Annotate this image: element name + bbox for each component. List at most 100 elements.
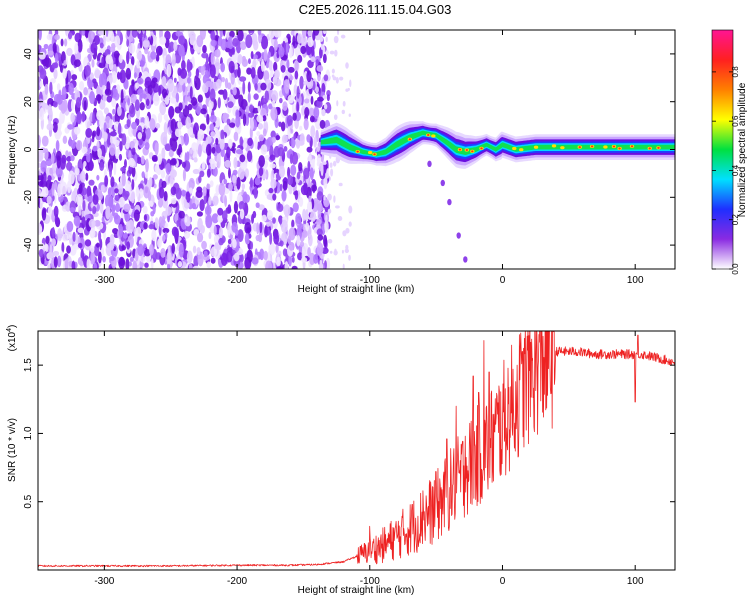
- spectrogram-noise-speck: [140, 155, 145, 165]
- spectrogram-noise-speck: [141, 171, 145, 179]
- spectrogram-noise-speck: [316, 153, 322, 165]
- spectrogram-noise-speck: [54, 52, 59, 64]
- spectrogram-noise-speck: [307, 246, 311, 258]
- spectrogram-noise-speck: [271, 100, 276, 108]
- spectrogram-noise-speck: [224, 195, 228, 207]
- spectrogram-noise-speck: [208, 196, 212, 206]
- spectrogram-noise-speck: [289, 128, 294, 134]
- spectrogram-noise-speck: [232, 37, 239, 47]
- spectrogram-noise-speck: [301, 30, 307, 39]
- spectrogram-noise-speck: [125, 67, 132, 80]
- spectrogram-noise-speck: [316, 65, 324, 72]
- spectrogram-noise-speck: [196, 35, 204, 48]
- colorbar-tick-label: 0.0: [731, 263, 740, 275]
- colorbar-label: Normalized spectral amplitude: [737, 82, 748, 217]
- spectrogram-noise-speck: [206, 168, 211, 178]
- spectrogram-noise-speck: [232, 238, 237, 249]
- spectrogram-noise-speck: [333, 114, 338, 120]
- spectrogram-noise-speck: [104, 175, 109, 187]
- spectrogram-noise-speck: [42, 171, 47, 185]
- spectrogram-noise-speck: [227, 221, 231, 236]
- spectrogram-noise-speck: [296, 140, 300, 148]
- spectrogram-noise-speck: [64, 258, 69, 269]
- spectrogram-noise-speck: [113, 212, 119, 220]
- spectrogram-noise-speck: [285, 41, 289, 55]
- snr-x-ticks: -300 -200 -100 0 100: [94, 331, 644, 587]
- spectrogram-noise-speck: [118, 196, 126, 208]
- spectrogram-noise-speck: [89, 159, 94, 172]
- spectrogram-hotspot-core: [427, 134, 430, 137]
- colorbar-tick-label: 0.4: [731, 164, 740, 176]
- spectrogram-hotspot-core: [630, 145, 634, 148]
- spectrogram-noise-speck: [323, 234, 328, 248]
- spectrogram-noise-speck: [303, 98, 310, 104]
- spectrogram-y-tick-label: 20: [23, 96, 34, 108]
- spectrogram-noise-speck: [229, 30, 235, 38]
- spectrogram-noise-speck: [158, 198, 164, 208]
- spectrogram-noise-speck: [239, 76, 247, 82]
- spectrogram-noise-speck: [158, 85, 162, 96]
- spectrogram-noise-speck: [209, 123, 215, 132]
- spectrogram-noise-speck: [323, 195, 326, 201]
- spectrogram-noise-speck: [88, 30, 94, 44]
- spectrogram-noise-speck: [106, 95, 113, 103]
- spectrogram-noise-speck: [260, 82, 267, 91]
- spectrogram-noise-speck: [274, 69, 280, 79]
- spectrogram-noise-speck: [155, 122, 161, 129]
- spectrogram-noise-speck: [239, 208, 245, 220]
- spectrogram-hotspot-core: [458, 148, 462, 151]
- spectrogram-noise-speck: [307, 59, 314, 69]
- spectrogram-x-tick-label: 0: [500, 275, 506, 286]
- spectrogram-noise-speck: [296, 85, 300, 99]
- spectrogram-noise-speck: [113, 162, 117, 176]
- spectrogram-noise-speck: [220, 62, 225, 73]
- snr-y-tick-label: 0.5: [23, 494, 34, 508]
- snr-line: [38, 331, 675, 568]
- spectrogram-noise-speck: [279, 240, 284, 247]
- spectrogram-noise-speck: [39, 198, 43, 211]
- spectrogram-noise-speck: [92, 205, 97, 215]
- spectrogram-signal: [320, 121, 675, 263]
- snr-x-tick-label: -300: [94, 576, 114, 587]
- spectrogram-noise-speck: [120, 89, 124, 103]
- spectrogram-noise-speck: [250, 50, 254, 60]
- spectrogram-noise-speck: [192, 265, 200, 269]
- spectrogram-noise-speck: [66, 47, 73, 57]
- spectrogram-noise-speck: [217, 97, 221, 109]
- spectrogram-noise-speck: [144, 141, 150, 150]
- spectrogram-noise-speck: [213, 234, 220, 245]
- spectrogram-noise-speck: [162, 234, 166, 243]
- spectrogram-noise-speck: [254, 136, 258, 150]
- spectrogram-noise-speck: [251, 33, 258, 46]
- spectrogram-noise-speck: [192, 245, 197, 254]
- spectrogram-noise-speck: [152, 174, 158, 180]
- spectrogram-noise-speck: [303, 167, 310, 180]
- spectrogram-noise-speck: [77, 227, 84, 234]
- spectrogram-noise-speck: [319, 259, 323, 266]
- spectrogram-noise-speck: [245, 105, 250, 113]
- spectrogram-noise-speck: [221, 76, 226, 83]
- spectrogram-noise-speck: [284, 261, 289, 269]
- spectrogram-noise-speck: [182, 168, 187, 182]
- spectrogram-noise-speck: [258, 233, 263, 243]
- spectrogram-noise-speck: [316, 218, 322, 225]
- spectrogram-noise-speck: [154, 217, 159, 229]
- spectrogram-noise-speck: [171, 226, 179, 237]
- spectrogram-noise-speck: [249, 177, 253, 188]
- spectrogram-noise-speck: [291, 256, 295, 263]
- spectrogram-noise-speck: [131, 121, 138, 130]
- spectrogram-noise-speck: [299, 125, 303, 131]
- spectrogram-noise-speck: [280, 121, 286, 132]
- spectrogram-noise-speck: [99, 161, 105, 172]
- spectrogram-noise-speck: [268, 187, 274, 194]
- spectrogram-noise-speck: [305, 222, 310, 232]
- spectrogram-hotspot-core: [408, 138, 412, 141]
- spectrogram-noise-speck: [136, 60, 141, 69]
- spectrogram-noise-speck: [142, 71, 149, 78]
- spectrogram-noise-speck: [81, 146, 88, 154]
- spectrogram-hotspot-core: [356, 150, 359, 153]
- spectrogram-noise-speck: [128, 164, 133, 175]
- spectrogram-noise-speck: [89, 90, 96, 105]
- spectrogram-noise-speck: [187, 82, 191, 93]
- spectrogram-noise-speck: [180, 190, 187, 196]
